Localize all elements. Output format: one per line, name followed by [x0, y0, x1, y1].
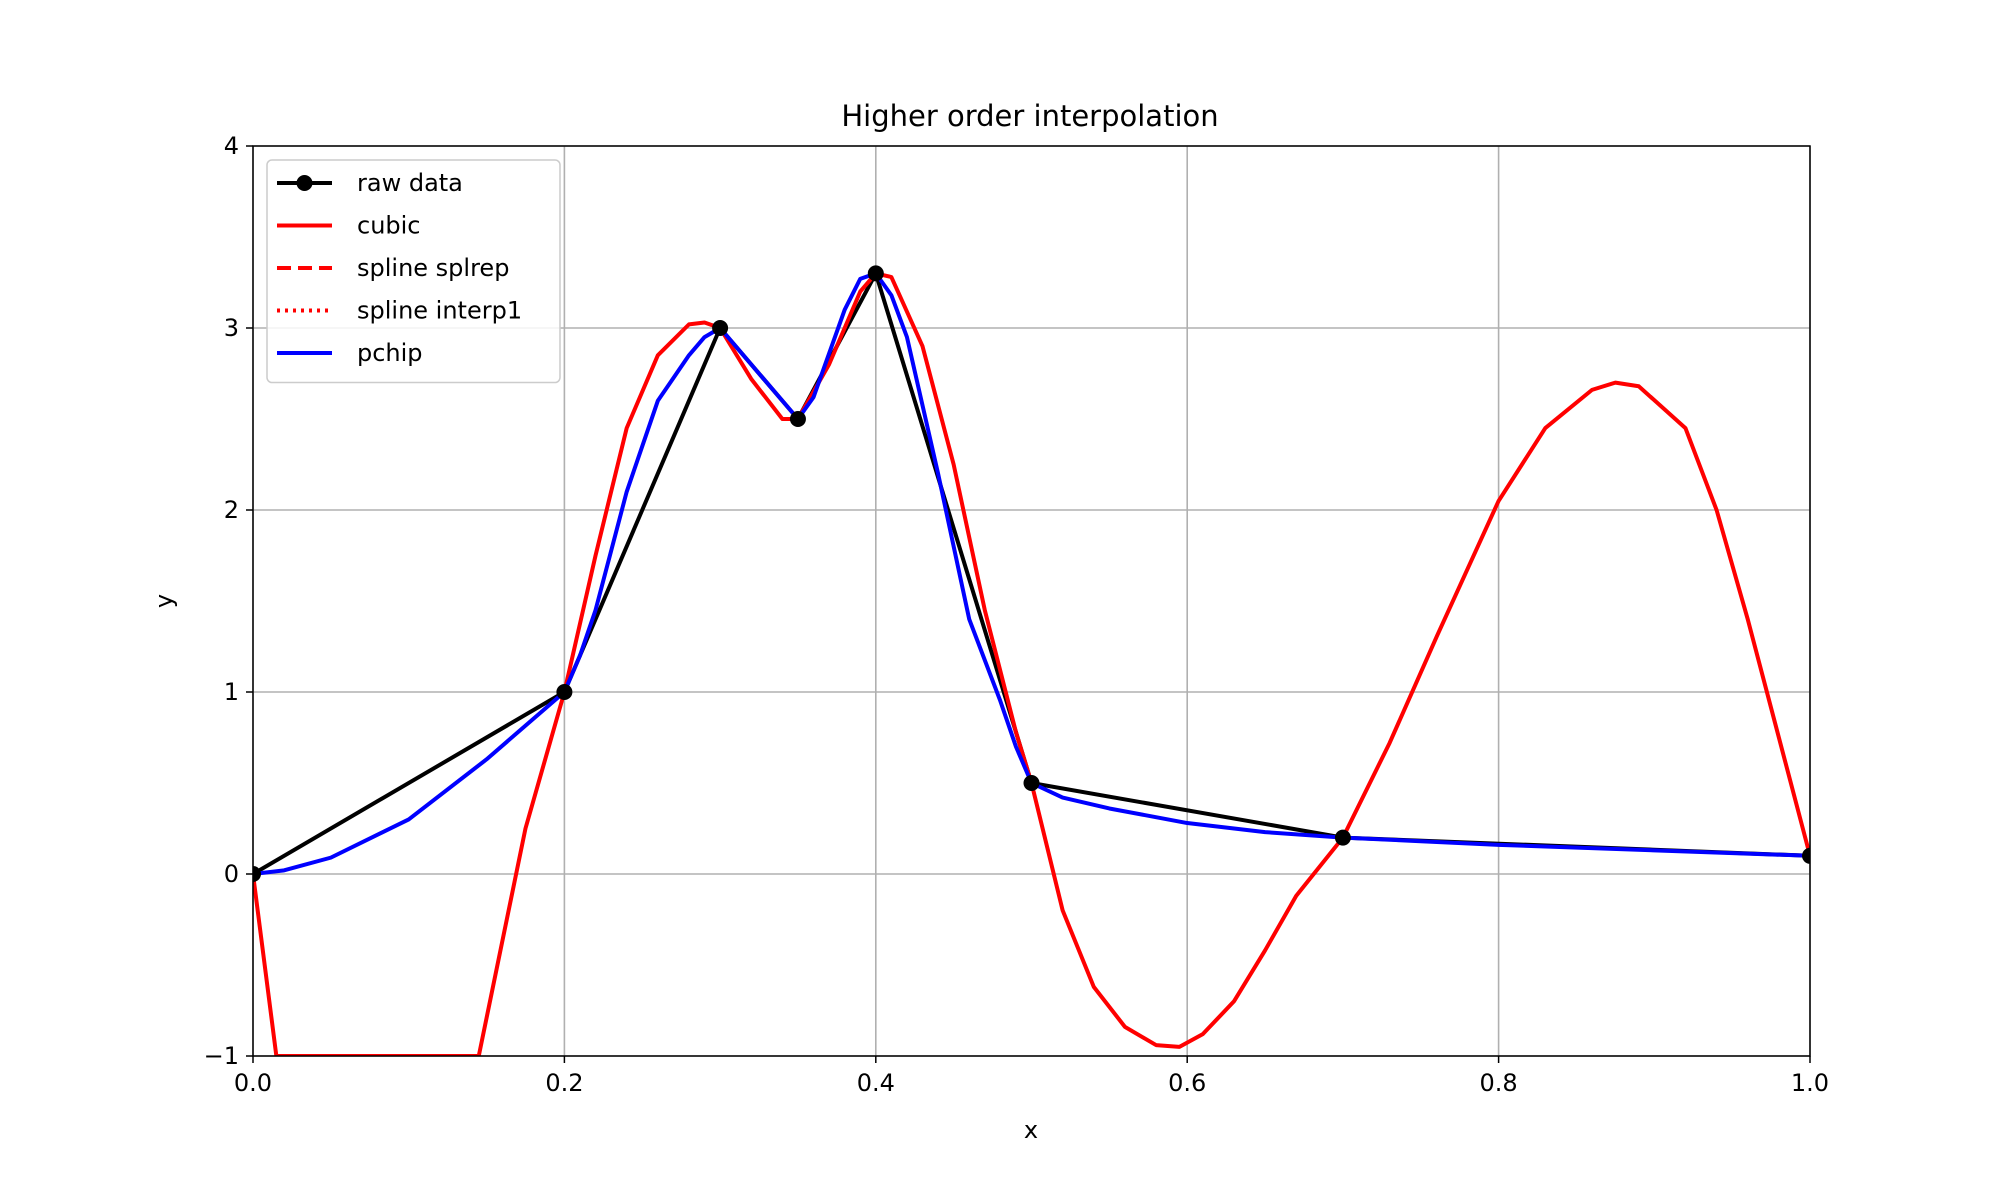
- raw-data-point: [556, 684, 573, 700]
- raw-data-point: [867, 265, 884, 282]
- x-axis-label: x: [1024, 1116, 1038, 1144]
- y-tick-label: 1: [224, 678, 239, 706]
- legend-box: [266, 159, 561, 384]
- ticks: 0.0 0.2 0.4 0.6 0.8 1.0 −1 0 1 2 3 4: [204, 132, 1829, 1097]
- plot-area: [253, 265, 1810, 1056]
- raw-data-point: [1802, 847, 1810, 864]
- raw-data-point: [789, 411, 806, 427]
- x-tick-label: 0.0: [234, 1069, 272, 1097]
- legend-marker: [296, 175, 313, 191]
- x-tick-label: 0.4: [857, 1069, 895, 1097]
- y-tick-label: −1: [204, 1042, 239, 1070]
- raw-data-point: [712, 320, 729, 336]
- chart-title: Higher order interpolation: [841, 99, 1218, 133]
- y-tick-label: 4: [224, 132, 239, 160]
- legend-label-pchip: pchip: [357, 339, 423, 367]
- legend-label-spline-interp1: spline interp1: [357, 297, 522, 325]
- legend-label-raw-data: raw data: [357, 169, 463, 197]
- y-tick-label: 0: [224, 860, 239, 888]
- legend-label-spline-splrep: spline splrep: [357, 254, 509, 282]
- legend: raw data cubic spline splrep spline interp1…: [266, 159, 561, 384]
- legend-label-cubic: cubic: [357, 212, 421, 240]
- x-tick-label: 0.6: [1168, 1069, 1206, 1097]
- y-tick-label: 3: [224, 314, 239, 342]
- raw-data-point: [253, 866, 261, 882]
- series-layer: [253, 265, 1810, 1056]
- x-tick-label: 1.0: [1791, 1069, 1829, 1097]
- y-tick-label: 2: [224, 496, 239, 524]
- raw-data-point: [1334, 829, 1351, 846]
- x-tick-label: 0.8: [1480, 1069, 1518, 1097]
- raw-data-point: [1023, 775, 1040, 791]
- series-line-pchip: [253, 271, 1810, 876]
- series-line-cubic: [253, 271, 1810, 1056]
- y-axis-label: y: [150, 594, 178, 608]
- plot-frame: [252, 145, 1811, 1057]
- x-tick-label: 0.2: [545, 1069, 583, 1097]
